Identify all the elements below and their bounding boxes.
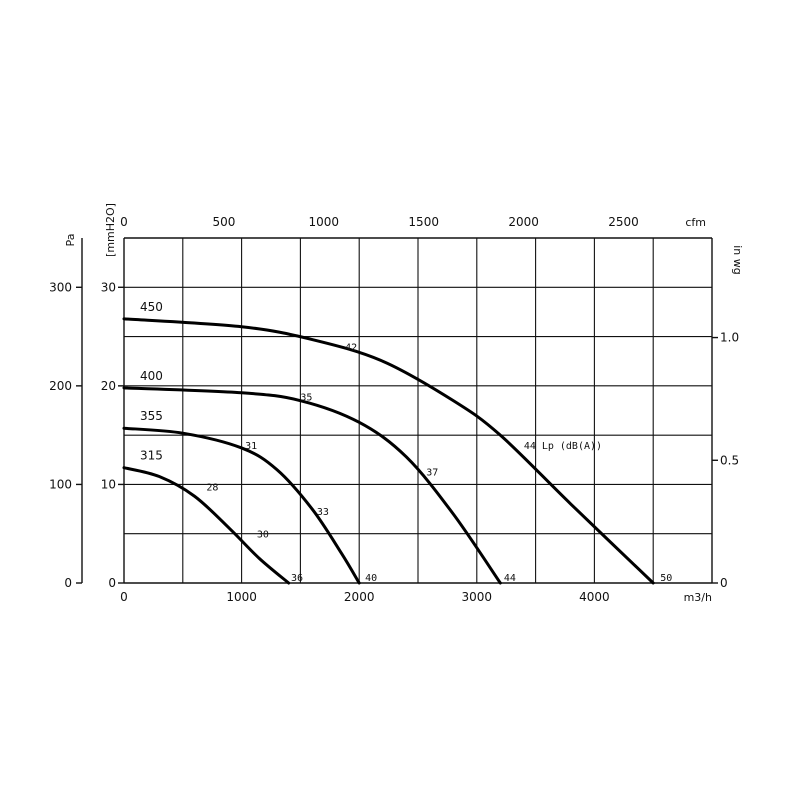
- x-top-tick-label: 1500: [408, 215, 439, 229]
- x-bottom-tick-label: 1000: [226, 590, 257, 604]
- sound-level-label: 33: [317, 507, 329, 518]
- sound-level-label: 37: [426, 468, 438, 479]
- y-left-mmh2o-tick-label: 20: [101, 379, 116, 393]
- x-bottom-unit-label: m3/h: [684, 591, 712, 604]
- curve-315: [122, 466, 291, 585]
- series-name-label: 315: [140, 449, 163, 463]
- sound-level-annotation: Lp (dB(A)): [542, 441, 602, 452]
- series-name-label: 400: [140, 369, 163, 383]
- sound-level-label: 31: [245, 441, 257, 452]
- series-name-label: 355: [140, 409, 163, 423]
- y-right-unit-label: in wg: [731, 245, 744, 275]
- sound-level-label: 44: [524, 441, 536, 452]
- y-left-mmh2o-tick-label: 10: [101, 477, 116, 491]
- sound-level-label: 40: [365, 573, 377, 584]
- y-right-tick-label: 0.5: [720, 453, 739, 467]
- chart-curves: [122, 317, 655, 585]
- y-right-tick-label: 0: [720, 576, 728, 590]
- curve-450: [122, 317, 655, 585]
- x-bottom-tick-label: 2000: [344, 590, 375, 604]
- curve-400: [122, 386, 502, 585]
- x-bottom-tick-label: 3000: [462, 590, 493, 604]
- chart-grid: [124, 238, 712, 583]
- curve-355: [122, 426, 361, 585]
- y-left-mmh2o-unit-label: [mmH2O]: [104, 203, 117, 257]
- x-top-tick-label: 500: [212, 215, 235, 229]
- sound-level-label: 30: [257, 530, 269, 541]
- chart-curve-labels: 315 28 30 36 355 31 33 40 400 35 37 44 450 42 44 50 Lp (…: [140, 300, 672, 584]
- sound-level-label: 42: [345, 342, 357, 353]
- x-top-tick-label: 2500: [608, 215, 639, 229]
- y-left-pa-tick-label: 200: [49, 379, 72, 393]
- sound-level-label: 50: [660, 573, 672, 584]
- sound-level-label: 28: [206, 482, 218, 493]
- sound-level-label: 44: [504, 573, 516, 584]
- chart-axes: [76, 237, 718, 584]
- y-left-pa-tick-label: 0: [64, 576, 72, 590]
- chart-tick-labels: 0 1000 2000 3000 4000 m3/h0 500 1000 1500 2000 250…: [49, 203, 744, 604]
- y-left-mmh2o-tick-label: 30: [101, 280, 116, 294]
- x-top-tick-label: 1000: [309, 215, 340, 229]
- x-top-tick-label: 2000: [508, 215, 539, 229]
- y-left-pa-tick-label: 100: [49, 477, 72, 491]
- y-right-tick-label: 1.0: [720, 331, 739, 345]
- y-left-pa-unit-label: Pa: [64, 234, 77, 247]
- sound-level-label: 35: [300, 393, 312, 404]
- y-left-pa-tick-label: 300: [49, 280, 72, 294]
- x-bottom-tick-label: 4000: [579, 590, 610, 604]
- x-bottom-tick-label: 0: [120, 590, 128, 604]
- x-top-tick-label: 0: [120, 215, 128, 229]
- sound-level-label: 36: [291, 573, 303, 584]
- y-left-mmh2o-tick-label: 0: [108, 576, 116, 590]
- x-top-unit-label: cfm: [685, 216, 706, 229]
- series-name-label: 450: [140, 300, 163, 314]
